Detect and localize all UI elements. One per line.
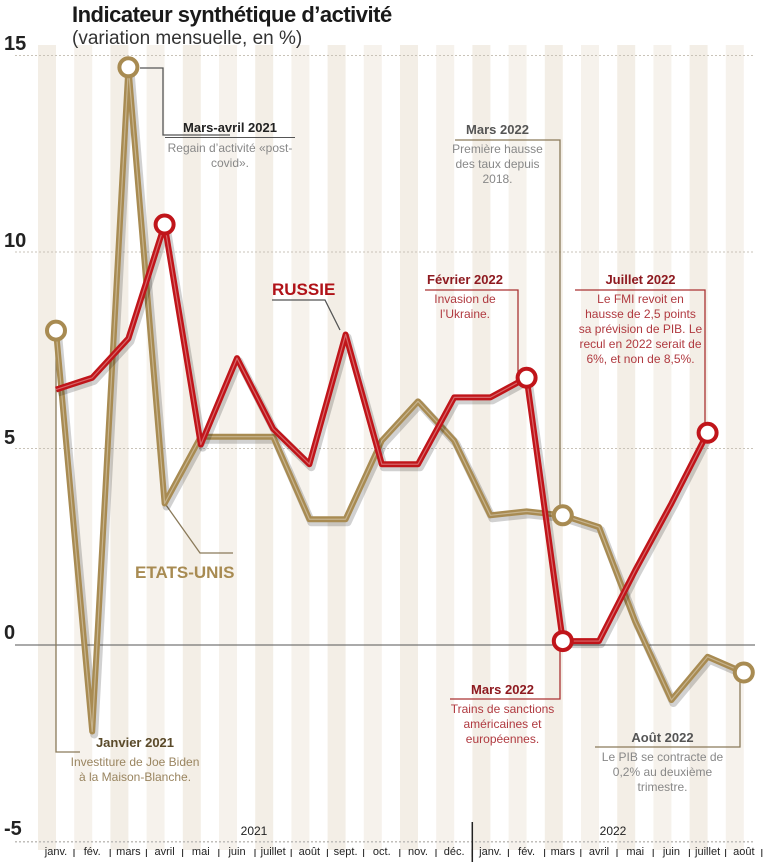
data-point-marker — [153, 213, 176, 236]
month-stripe — [327, 45, 346, 850]
data-point-marker — [551, 504, 574, 527]
x-tick-label: juin — [662, 846, 680, 858]
x-tick-label: mars — [116, 846, 141, 858]
x-tick-label: oct. — [372, 846, 391, 858]
connector-mars-2022-us — [455, 139, 561, 510]
x-tick-label: août — [298, 846, 321, 858]
series-line-etats-unis — [53, 64, 745, 735]
annotation-janvier-2021: Janvier 2021 Investiture de Joe Biden à … — [70, 735, 200, 785]
y-tick-5: 5 — [4, 427, 16, 449]
x-tick-label: janv. — [479, 846, 502, 858]
x-tick-label: mars — [550, 846, 576, 858]
annotation-mars-avril-2021: Mars-avril 2021 Regain d’activité «post-… — [165, 120, 295, 171]
annotation-mars-2022-us: Mars 2022 Première hausse des taux depui… — [445, 122, 550, 187]
x-tick-label: avril — [588, 846, 610, 858]
x-tick-label: août — [733, 846, 755, 858]
data-point-marker — [117, 56, 140, 79]
series-label-etats-unis: ETATS-UNIS — [135, 563, 235, 582]
x-tick-label: avril — [154, 846, 175, 858]
series-highlight — [55, 66, 745, 733]
annotation-title: Janvier 2021 — [95, 735, 175, 750]
month-stripe — [436, 45, 455, 850]
annotation-title: Août 2022 — [631, 730, 694, 745]
month-stripe — [725, 45, 744, 850]
annotation-text: Le FMI revoit en hausse de 2,5 points sa… — [578, 292, 703, 366]
chart-subtitle: (variation mensuelle, en %) — [72, 28, 303, 49]
annotation-fevrier-2022: Février 2022 Invasion de l’Ukraine. — [415, 272, 515, 322]
annotation-text: Trains de sanctions américaines et europ… — [450, 702, 555, 746]
year-label-2022: 2022 — [599, 824, 627, 838]
month-stripe — [653, 45, 672, 850]
x-tick-label: mai — [191, 846, 210, 858]
annotation-text: Le PIB se contracte de 0,2% au deuxième … — [601, 750, 724, 794]
connector-juillet-2022 — [575, 289, 706, 428]
month-stripe — [38, 45, 56, 850]
month-stripe — [219, 45, 237, 850]
x-tick-label: sept. — [333, 846, 358, 858]
connector-mars-2022-ru — [450, 645, 561, 700]
x-tick-label: fév. — [83, 846, 101, 858]
month-stripe — [472, 45, 491, 850]
month-stripe — [508, 45, 527, 850]
month-stripe — [617, 45, 636, 850]
y-tick-15: 15 — [4, 33, 27, 55]
data-point-marker — [696, 421, 719, 444]
x-tick-label: déc. — [443, 846, 465, 858]
month-stripe — [255, 45, 274, 850]
connector-etats-unis-label — [165, 504, 233, 554]
annotation-text: Regain d’activité «post-covid». — [167, 141, 293, 170]
x-tick-label: janv. — [44, 846, 68, 858]
x-tick-label: juillet — [695, 846, 721, 858]
x-tick-label: mai — [626, 846, 645, 858]
x-tick-label: nov. — [408, 846, 428, 858]
month-stripe — [291, 45, 310, 850]
x-tick-label: fév. — [518, 846, 536, 858]
month-stripe — [110, 45, 129, 850]
connector-janvier-2021 — [55, 332, 80, 753]
connector-fevrier-2022 — [425, 289, 519, 372]
annotation-mars-2022-ru: Mars 2022 Trains de sanctions américaine… — [445, 682, 560, 747]
annotation-text: Investiture de Joe Biden à la Maison-Bla… — [70, 755, 200, 784]
annotation-title: Février 2022 — [427, 272, 503, 287]
year-label-2021: 2021 — [240, 824, 268, 838]
month-stripe — [400, 45, 418, 850]
annotation-juillet-2022: Juillet 2022 Le FMI revoit en hausse de … — [578, 272, 703, 367]
connector-russie-label — [272, 299, 341, 331]
x-tick-label: juin — [228, 846, 246, 858]
y-tick-minus-5: -5 — [4, 818, 22, 840]
month-stripe — [581, 45, 599, 850]
series-label-russie: RUSSIE — [272, 280, 336, 299]
annotation-text: Première hausse des taux depuis 2018. — [452, 142, 543, 186]
connector-mars-avril-2021 — [140, 67, 230, 136]
chart-title: Indicateur synthétique d’activité — [72, 2, 392, 27]
annotation-title: Mars-avril 2021 — [165, 120, 295, 138]
data-point-marker — [515, 366, 538, 389]
annotation-title: Juillet 2022 — [605, 272, 676, 287]
annotation-aout-2022: Août 2022 Le PIB se contracte de 0,2% au… — [595, 730, 730, 795]
annotation-text: Invasion de l’Ukraine. — [434, 292, 496, 321]
connector-aout-2022 — [595, 672, 741, 748]
x-tick-label: juillet — [260, 846, 286, 858]
data-point-marker — [551, 630, 574, 653]
annotation-title: Mars 2022 — [471, 682, 534, 697]
data-point-marker — [732, 661, 755, 684]
y-tick-10: 10 — [4, 230, 27, 252]
annotation-title: Mars 2022 — [466, 122, 529, 137]
data-point-marker — [45, 319, 67, 342]
y-tick-0: 0 — [4, 622, 16, 644]
month-stripe — [363, 45, 382, 850]
